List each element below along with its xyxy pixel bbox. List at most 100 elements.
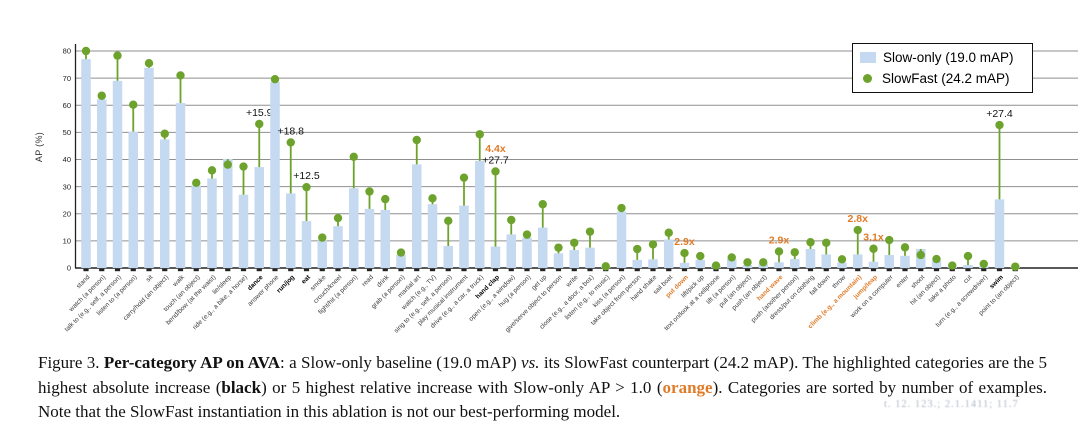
- slow-only-bar: [664, 239, 674, 268]
- y-tick-label: 10: [63, 237, 71, 246]
- legend-item-slowfast: SlowFast (24.2 mAP): [860, 71, 1026, 86]
- slow-only-bar: [81, 59, 91, 269]
- slowfast-dot: [932, 254, 941, 264]
- slow-only-bar: [144, 67, 154, 268]
- slowfast-dot: [853, 225, 862, 235]
- category-tick: [681, 268, 688, 272]
- slowfast-dot: [711, 261, 721, 270]
- slowfast-dot: [333, 213, 343, 223]
- category-tick: [618, 268, 625, 272]
- slowfast-dot: [491, 167, 500, 176]
- annotation-text: 2.9x: [769, 234, 790, 246]
- slow-only-bar: [632, 259, 642, 268]
- slowfast-dot: [475, 130, 484, 139]
- slow-only-bar: [112, 80, 123, 269]
- slowfast-dot: [113, 51, 122, 60]
- slow-only-bar: [97, 99, 107, 268]
- caption-segment: black: [221, 377, 262, 397]
- slow-only-bar: [553, 253, 564, 268]
- category-tick: [524, 268, 530, 272]
- category-tick: [823, 268, 829, 272]
- slowfast-dot: [129, 100, 138, 109]
- slowfast-dot: [349, 152, 358, 161]
- annotation-text: +18.8: [277, 125, 304, 137]
- category-tick: [366, 268, 373, 272]
- slowfast-dot: [365, 187, 374, 196]
- category-tick: [949, 268, 955, 272]
- y-tick-label: 80: [63, 47, 71, 56]
- category-tick: [650, 268, 656, 272]
- slow-only-bar: [396, 254, 406, 268]
- slow-only-bar: [742, 265, 753, 268]
- slow-only-bar: [963, 265, 973, 268]
- slow-only-bar: [443, 246, 453, 268]
- slow-only-bar: [270, 81, 280, 268]
- y-tick-label: 70: [63, 74, 71, 83]
- y-tick-label: 40: [63, 155, 71, 164]
- slowfast-dot: [916, 250, 925, 260]
- slow-only-bar: [191, 185, 201, 268]
- annotation-text: +27.4: [986, 108, 1013, 120]
- category-tick: [713, 268, 719, 272]
- slowfast-dot: [633, 244, 642, 254]
- slowfast-dot: [774, 247, 784, 256]
- slow-only-bar: [475, 160, 485, 268]
- category-tick: [508, 268, 514, 272]
- annotation-text: 2.9x: [674, 236, 695, 248]
- category-tick: [335, 268, 341, 272]
- slowfast-dot: [81, 46, 91, 56]
- slowfast-dot: [176, 71, 185, 80]
- slow-only-bar: [317, 240, 327, 268]
- category-tick: [398, 268, 404, 272]
- caption-segment: Figure 3.: [38, 353, 104, 372]
- category-tick: [870, 268, 877, 272]
- category-label: run/jog: [276, 274, 297, 295]
- slowfast-dot: [444, 216, 453, 226]
- slowfast-dot: [459, 173, 469, 182]
- slowfast-dot: [522, 230, 532, 239]
- annotation-text: +15.9: [246, 107, 273, 119]
- slowfast-dot: [223, 160, 232, 169]
- slowfast-dot: [239, 162, 248, 171]
- slowfast-dot: [648, 240, 658, 249]
- category-tick: [177, 268, 184, 272]
- category-tick: [99, 268, 105, 272]
- figure-caption: Figure 3. Per-category AP on AVA: a Slow…: [38, 351, 1047, 425]
- slow-only-bar: [994, 199, 1005, 268]
- y-tick-label: 20: [63, 209, 71, 218]
- caption-segment: vs.: [521, 353, 540, 372]
- slowfast-dot: [806, 238, 815, 247]
- slowfast-dot: [538, 200, 547, 209]
- slowfast-dot: [759, 258, 768, 267]
- slowfast-dot: [97, 91, 106, 100]
- slow-only-bar: [380, 209, 390, 268]
- category-tick: [162, 268, 168, 272]
- slowfast-dot: [963, 251, 973, 261]
- slowfast-dot: [680, 248, 689, 258]
- category-tick: [414, 268, 420, 272]
- slowfast-dot: [727, 253, 736, 262]
- slow-only-bar: [695, 259, 705, 268]
- category-label: cut: [962, 274, 973, 285]
- slowfast-dot-swatch: [863, 74, 872, 83]
- category-tick: [918, 268, 924, 272]
- annotation-text: 4.4x: [485, 143, 506, 155]
- category-tick: [130, 268, 136, 272]
- category-tick: [477, 268, 483, 272]
- slowfast-dot: [822, 238, 831, 247]
- slowfast-dot: [585, 227, 595, 236]
- category-tick: [587, 268, 593, 272]
- category-tick: [666, 268, 672, 272]
- slowfast-dot: [790, 248, 799, 257]
- slowfast-dot: [396, 248, 406, 257]
- category-tick: [256, 268, 262, 272]
- slow-only-bar: [175, 103, 186, 268]
- caption-segment: its SlowFast counterpart (24.2 mAP). The…: [38, 353, 1047, 397]
- category-tick: [540, 268, 546, 272]
- category-tick: [83, 268, 89, 272]
- category-tick: [303, 268, 310, 272]
- slowfast-dot: [412, 135, 421, 145]
- annotation-text: +27.7: [482, 154, 509, 166]
- category-tick: [792, 268, 798, 272]
